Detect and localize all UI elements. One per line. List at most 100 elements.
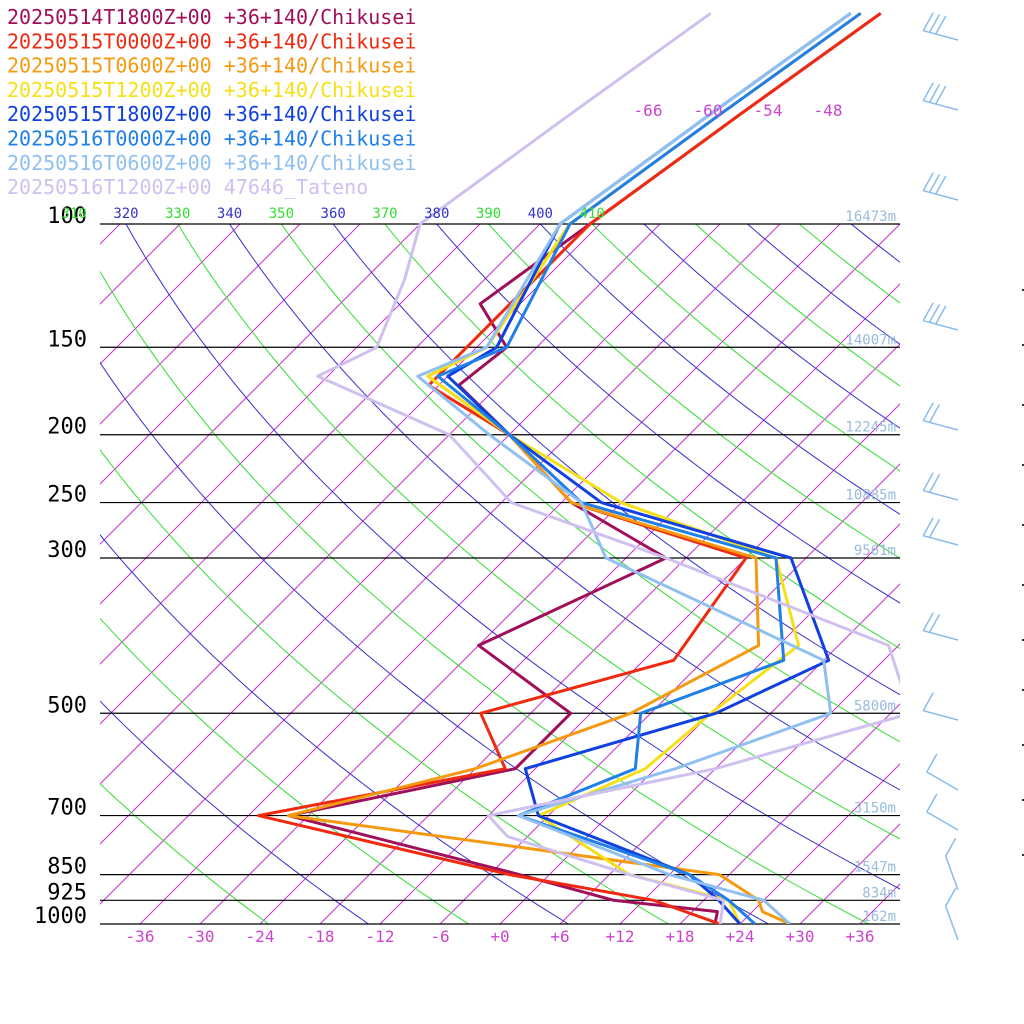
dry-adiabat (100, 534, 569, 924)
isotherm (980, 224, 1024, 924)
wind-barb (944, 837, 959, 891)
dry-adiabat (798, 224, 900, 304)
dry-adiabat (125, 224, 900, 890)
height-label: 1547m (854, 860, 896, 876)
dry-adiabat (177, 224, 900, 840)
x-tick-label: +24 (726, 927, 755, 946)
isotherm (499, 523, 900, 924)
theta-label: 330 (165, 206, 190, 222)
isotherm (100, 224, 721, 845)
dry-adiabat (540, 224, 900, 515)
isotherm (319, 343, 900, 924)
isotherm (100, 224, 601, 725)
dry-adiabat (436, 224, 900, 604)
axis-labels: 100 16473m 150 14007m 200 12245m 250 10885m 300 9… (34, 101, 896, 946)
isotherm (100, 224, 481, 605)
isotherm (100, 224, 781, 905)
wind-barb (922, 12, 959, 41)
temperature-profiles (256, 12, 900, 924)
wind-barb (922, 82, 959, 111)
dry-adiabat (488, 224, 900, 559)
height-label: 162m (862, 909, 896, 925)
height-label: 9561m (854, 543, 896, 559)
pressure-label: 850 (47, 855, 87, 880)
profile-line (416, 12, 852, 924)
legend-entry: 20250515T1200Z+00 +36+140/Chikusei (7, 78, 416, 102)
dry-adiabat (100, 700, 369, 924)
isotherm (100, 224, 421, 545)
isotherm (100, 224, 661, 785)
dry-adiabat (747, 224, 900, 345)
wind-barb (922, 692, 959, 721)
x-tick-label: -6 (430, 927, 449, 946)
isotherm (799, 823, 900, 924)
pressure-label: 250 (47, 483, 87, 508)
isotherm (379, 403, 900, 924)
theta-label: 360 (321, 206, 346, 222)
x-tick-label: +18 (666, 927, 695, 946)
pressure-levels (100, 223, 900, 925)
height-label: 12245m (845, 420, 896, 436)
isotherm-label: -60 (694, 101, 723, 120)
x-tick-label: +36 (846, 927, 875, 946)
x-tick-label: -36 (126, 927, 155, 946)
profile-line (436, 12, 862, 924)
legend-entry: 20250515T0600Z+00 +36+140/Chikusei (7, 54, 416, 78)
wind-barb (926, 793, 959, 831)
pressure-label: 1000 (34, 904, 87, 929)
legend-entry: 20250516T0600Z+00 +36+140/Chikusei (7, 151, 416, 175)
wind-barb (922, 402, 959, 431)
dry-adiabat (591, 224, 900, 472)
theta-label: 390 (476, 206, 501, 222)
isotherm (559, 583, 900, 924)
pressure-label: 100 (47, 204, 87, 229)
profile-line (426, 12, 862, 924)
theta-label: 380 (424, 206, 449, 222)
x-tick-label: +6 (550, 927, 569, 946)
height-label: 3150m (854, 801, 896, 817)
dry-adiabat (280, 224, 900, 743)
isotherm (259, 283, 900, 924)
legend-entry: 20250515T0000Z+00 +36+140/Chikusei (7, 29, 416, 53)
theta-label: 320 (113, 206, 138, 222)
wind-barb (944, 887, 959, 941)
dry-adiabat (100, 361, 769, 924)
x-tick-label: -24 (246, 927, 275, 946)
legend: 20250514T1800Z+00 +36+140/Chikusei202505… (7, 5, 416, 199)
isotherm (139, 224, 841, 924)
wind-barb (922, 172, 959, 201)
wind-barb (922, 612, 959, 641)
dry-adiabat (100, 449, 669, 924)
wind-barb (922, 517, 959, 546)
pressure-label: 700 (47, 796, 87, 821)
legend-entry: 20250516T0000Z+00 +36+140/Chikusei (7, 127, 416, 151)
legend-entry: 20250515T1800Z+00 +36+140/Chikusei (7, 102, 416, 126)
legend-entry: 20250516T1200Z+00 47646_Tateno (7, 175, 368, 199)
wind-barb (926, 753, 959, 791)
height-label: 16473m (845, 209, 896, 225)
theta-label: 400 (528, 206, 553, 222)
x-tick-label: +12 (606, 927, 635, 946)
isotherm (100, 224, 301, 425)
pressure-label: 200 (47, 415, 87, 440)
isotherm (739, 763, 900, 924)
isotherm-label: -54 (754, 101, 783, 120)
isotherm (100, 224, 541, 665)
wind-barbs (922, 12, 1024, 941)
height-label: 10885m (845, 488, 896, 504)
height-label: 5800m (854, 698, 896, 714)
dry-adiabat (695, 224, 900, 387)
height-label: 834m (862, 885, 896, 901)
theta-label: 410 (580, 206, 605, 222)
theta-label: 350 (269, 206, 294, 222)
isotherm (100, 224, 361, 485)
chart-grid (100, 224, 1024, 924)
x-tick-label: -30 (186, 927, 215, 946)
dry-adiabat (100, 270, 869, 924)
dry-adiabat (229, 224, 900, 791)
x-tick-label: -12 (366, 927, 395, 946)
theta-label: 340 (217, 206, 242, 222)
pressure-label: 300 (47, 538, 87, 563)
pressure-label: 150 (47, 327, 87, 352)
